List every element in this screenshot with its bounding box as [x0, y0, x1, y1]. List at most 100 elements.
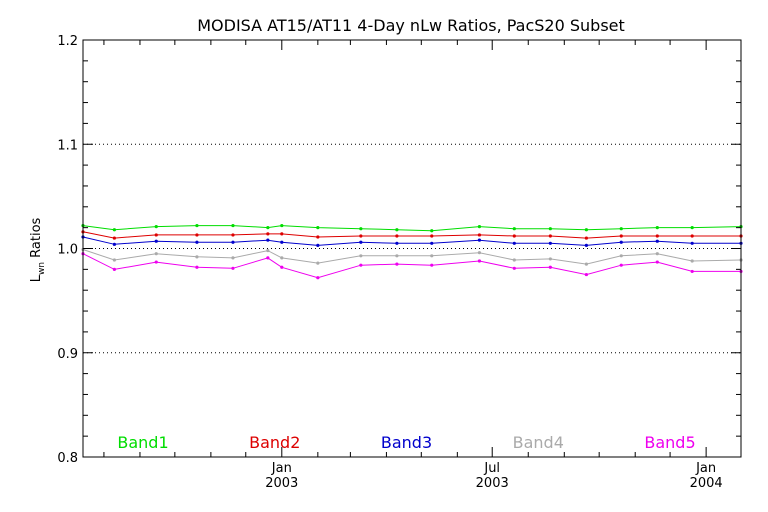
legend-entry: Band4: [513, 433, 564, 452]
data-point: [548, 241, 552, 245]
y-tick-label: 0.9: [57, 347, 78, 362]
series-3: [81, 235, 743, 247]
data-point: [266, 226, 270, 230]
data-point: [690, 234, 694, 238]
data-point: [154, 233, 158, 237]
data-point: [619, 227, 623, 231]
legend-entry: Band1: [117, 433, 168, 452]
data-point: [316, 235, 320, 239]
y-tick-label: 1.1: [57, 138, 78, 153]
data-point: [359, 263, 363, 267]
data-point: [231, 233, 235, 237]
data-point: [359, 240, 363, 244]
data-point: [548, 227, 552, 231]
data-point: [512, 258, 516, 262]
data-point: [619, 263, 623, 267]
y-tick-label: 1.0: [57, 243, 78, 258]
data-point: [154, 260, 158, 264]
data-point: [280, 265, 284, 269]
series-layer: [81, 223, 743, 280]
data-point: [655, 226, 659, 230]
y-axis-label: Lwn Ratios: [29, 217, 47, 282]
x-tick-label-month: Jul: [483, 461, 500, 476]
data-point: [195, 240, 199, 244]
series-1: [81, 223, 743, 233]
data-point: [584, 272, 588, 277]
data-point: [112, 258, 116, 262]
data-point: [619, 240, 623, 244]
legend-entry: Band2: [249, 433, 300, 452]
series-2: [81, 230, 743, 240]
data-point: [316, 243, 320, 247]
data-point: [112, 242, 116, 246]
data-point: [548, 265, 552, 269]
data-point: [430, 263, 434, 267]
data-point: [359, 234, 363, 238]
data-point: [655, 239, 659, 243]
data-point: [231, 223, 235, 228]
data-point: [430, 229, 434, 233]
data-point: [195, 233, 199, 237]
data-point: [512, 266, 516, 270]
grid-lines: [83, 143, 741, 354]
data-point: [154, 225, 158, 229]
chart-title: MODISA AT15/AT11 4-Day nLw Ratios, PacS2…: [197, 16, 625, 35]
x-tick-label-year: 2003: [476, 476, 509, 491]
data-point: [231, 266, 235, 270]
data-point: [112, 267, 116, 271]
data-point: [359, 227, 363, 231]
data-point: [195, 255, 199, 259]
data-point: [231, 240, 235, 244]
data-point: [690, 241, 694, 245]
x-tick-label-month: Jan: [695, 461, 716, 476]
data-point: [690, 259, 694, 263]
data-point: [395, 234, 399, 238]
data-point: [154, 252, 158, 256]
data-point: [280, 232, 284, 236]
data-point: [395, 241, 399, 245]
data-point: [477, 259, 482, 263]
y-tick-label: 0.8: [57, 451, 78, 466]
data-point: [266, 238, 270, 242]
legend-entry: Band3: [381, 433, 432, 452]
data-point: [584, 243, 588, 247]
data-point: [512, 241, 516, 245]
data-point: [477, 238, 482, 242]
data-point: [112, 228, 116, 232]
data-point: [655, 260, 659, 264]
x-tick-label-year: 2004: [690, 476, 723, 491]
data-point: [266, 232, 270, 236]
data-point: [280, 240, 284, 244]
y-axis-label-subscript: wn: [37, 262, 47, 275]
data-point: [584, 262, 588, 266]
data-point: [512, 227, 516, 231]
data-point: [395, 228, 399, 232]
data-point: [316, 261, 320, 265]
series-4: [81, 247, 743, 266]
data-point: [619, 254, 623, 258]
data-point: [430, 234, 434, 238]
y-tick-label: 1.2: [57, 34, 78, 49]
data-point: [584, 228, 588, 232]
data-point: [430, 254, 434, 258]
data-point: [690, 226, 694, 230]
data-point: [548, 257, 552, 261]
data-point: [548, 234, 552, 238]
data-point: [231, 256, 235, 260]
data-point: [655, 234, 659, 238]
x-tick-label-year: 2003: [265, 476, 298, 491]
data-point: [512, 234, 516, 238]
data-point: [266, 256, 270, 260]
data-point: [112, 236, 116, 240]
data-point: [584, 236, 588, 240]
data-point: [154, 239, 158, 243]
data-point: [477, 233, 482, 237]
series-5: [81, 252, 743, 280]
data-point: [477, 251, 482, 255]
legend: Band1 Band2 Band3 Band4 Band5: [117, 433, 695, 452]
data-point: [195, 223, 199, 228]
data-point: [280, 223, 284, 228]
data-point: [655, 252, 659, 256]
